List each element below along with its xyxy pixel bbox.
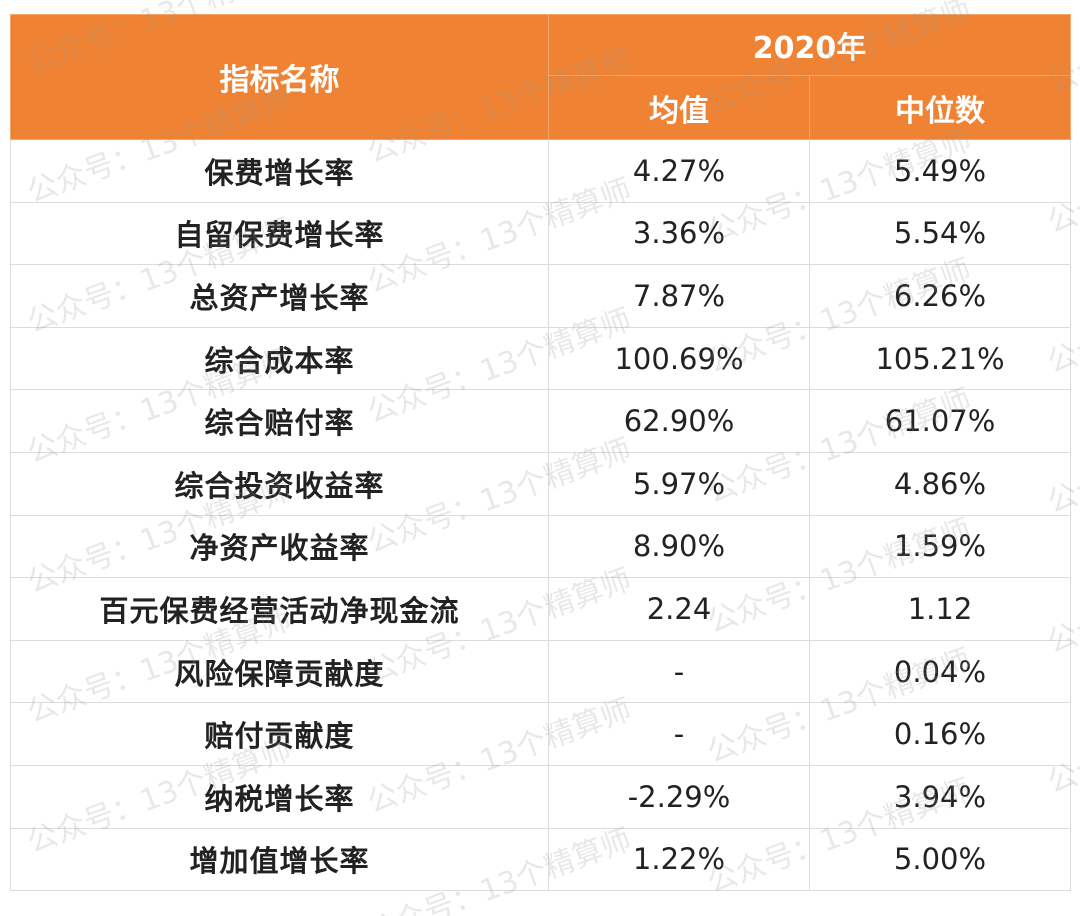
- table-row: 自留保费增长率 3.36% 5.54%: [10, 201, 1071, 266]
- median-value-cell: 5.54%: [809, 201, 1071, 266]
- indicator-name-cell: 风险保障贡献度: [10, 639, 549, 704]
- mean-value-cell: 4.27%: [548, 139, 810, 203]
- indicator-name-cell: 赔付贡献度: [10, 702, 549, 766]
- mean-value-cell: -2.29%: [548, 764, 810, 829]
- indicator-name-cell: 净资产收益率: [10, 514, 549, 579]
- mean-value-cell: 1.22%: [548, 827, 810, 892]
- median-value-cell: 3.94%: [809, 764, 1071, 829]
- header-year: 2020年: [548, 14, 1071, 76]
- mean-value-cell: 62.90%: [548, 389, 810, 453]
- indicator-name-cell: 百元保费经营活动净现金流: [10, 577, 549, 641]
- indicator-name-cell: 增加值增长率: [10, 827, 549, 892]
- indicator-name-cell: 自留保费增长率: [10, 201, 549, 266]
- indicator-name-cell: 综合投资收益率: [10, 451, 549, 516]
- table-header: 指标名称 2020年 均值 中位数: [10, 14, 1071, 140]
- header-mean: 均值: [548, 75, 810, 140]
- table-row: 保费增长率 4.27% 5.49%: [10, 139, 1071, 203]
- mean-value-cell: 5.97%: [548, 451, 810, 516]
- indicator-name-cell: 综合赔付率: [10, 389, 549, 453]
- indicator-name-cell: 总资产增长率: [10, 264, 549, 328]
- median-value-cell: 105.21%: [809, 326, 1071, 391]
- table-row: 纳税增长率 -2.29% 3.94%: [10, 764, 1071, 829]
- header-median: 中位数: [809, 75, 1071, 140]
- indicator-name-cell: 纳税增长率: [10, 764, 549, 829]
- mean-value-cell: 2.24: [548, 577, 810, 641]
- table-row: 总资产增长率 7.87% 6.26%: [10, 264, 1071, 328]
- mean-value-cell: -: [548, 702, 810, 766]
- metrics-table: 指标名称 2020年 均值 中位数 保费增长率 4.27% 5.49% 自留保费增长率…: [10, 14, 1071, 892]
- table-row: 赔付贡献度 -0.16%: [10, 702, 1071, 766]
- table-row: 增加值增长率 1.22% 5.00%: [10, 827, 1071, 892]
- median-value-cell: 1.59%: [809, 514, 1071, 579]
- median-value-cell: 0.16%: [809, 702, 1071, 766]
- mean-value-cell: 100.69%: [548, 326, 810, 391]
- indicator-name-cell: 保费增长率: [10, 139, 549, 203]
- median-value-cell: 5.49%: [809, 139, 1071, 203]
- mean-value-cell: -: [548, 639, 810, 704]
- indicator-name-cell: 综合成本率: [10, 326, 549, 391]
- table-row: 净资产收益率 8.90% 1.59%: [10, 514, 1071, 579]
- median-value-cell: 61.07%: [809, 389, 1071, 453]
- median-value-cell: 4.86%: [809, 451, 1071, 516]
- table-row: 综合赔付率 62.90% 61.07%: [10, 389, 1071, 453]
- table-row: 风险保障贡献度 -0.04%: [10, 639, 1071, 704]
- mean-value-cell: 7.87%: [548, 264, 810, 328]
- median-value-cell: 5.00%: [809, 827, 1071, 892]
- median-value-cell: 6.26%: [809, 264, 1071, 328]
- median-value-cell: 1.12: [809, 577, 1071, 641]
- table-body: 保费增长率 4.27% 5.49% 自留保费增长率 3.36% 5.54% 总资产增长率 7.…: [10, 139, 1071, 892]
- mean-value-cell: 8.90%: [548, 514, 810, 579]
- median-value-cell: 0.04%: [809, 639, 1071, 704]
- table-row: 综合投资收益率 5.97% 4.86%: [10, 451, 1071, 516]
- table-row: 百元保费经营活动净现金流 2.24 1.12: [10, 577, 1071, 641]
- header-indicator-name: 指标名称: [10, 14, 549, 140]
- mean-value-cell: 3.36%: [548, 201, 810, 266]
- table-row: 综合成本率 100.69% 105.21%: [10, 326, 1071, 391]
